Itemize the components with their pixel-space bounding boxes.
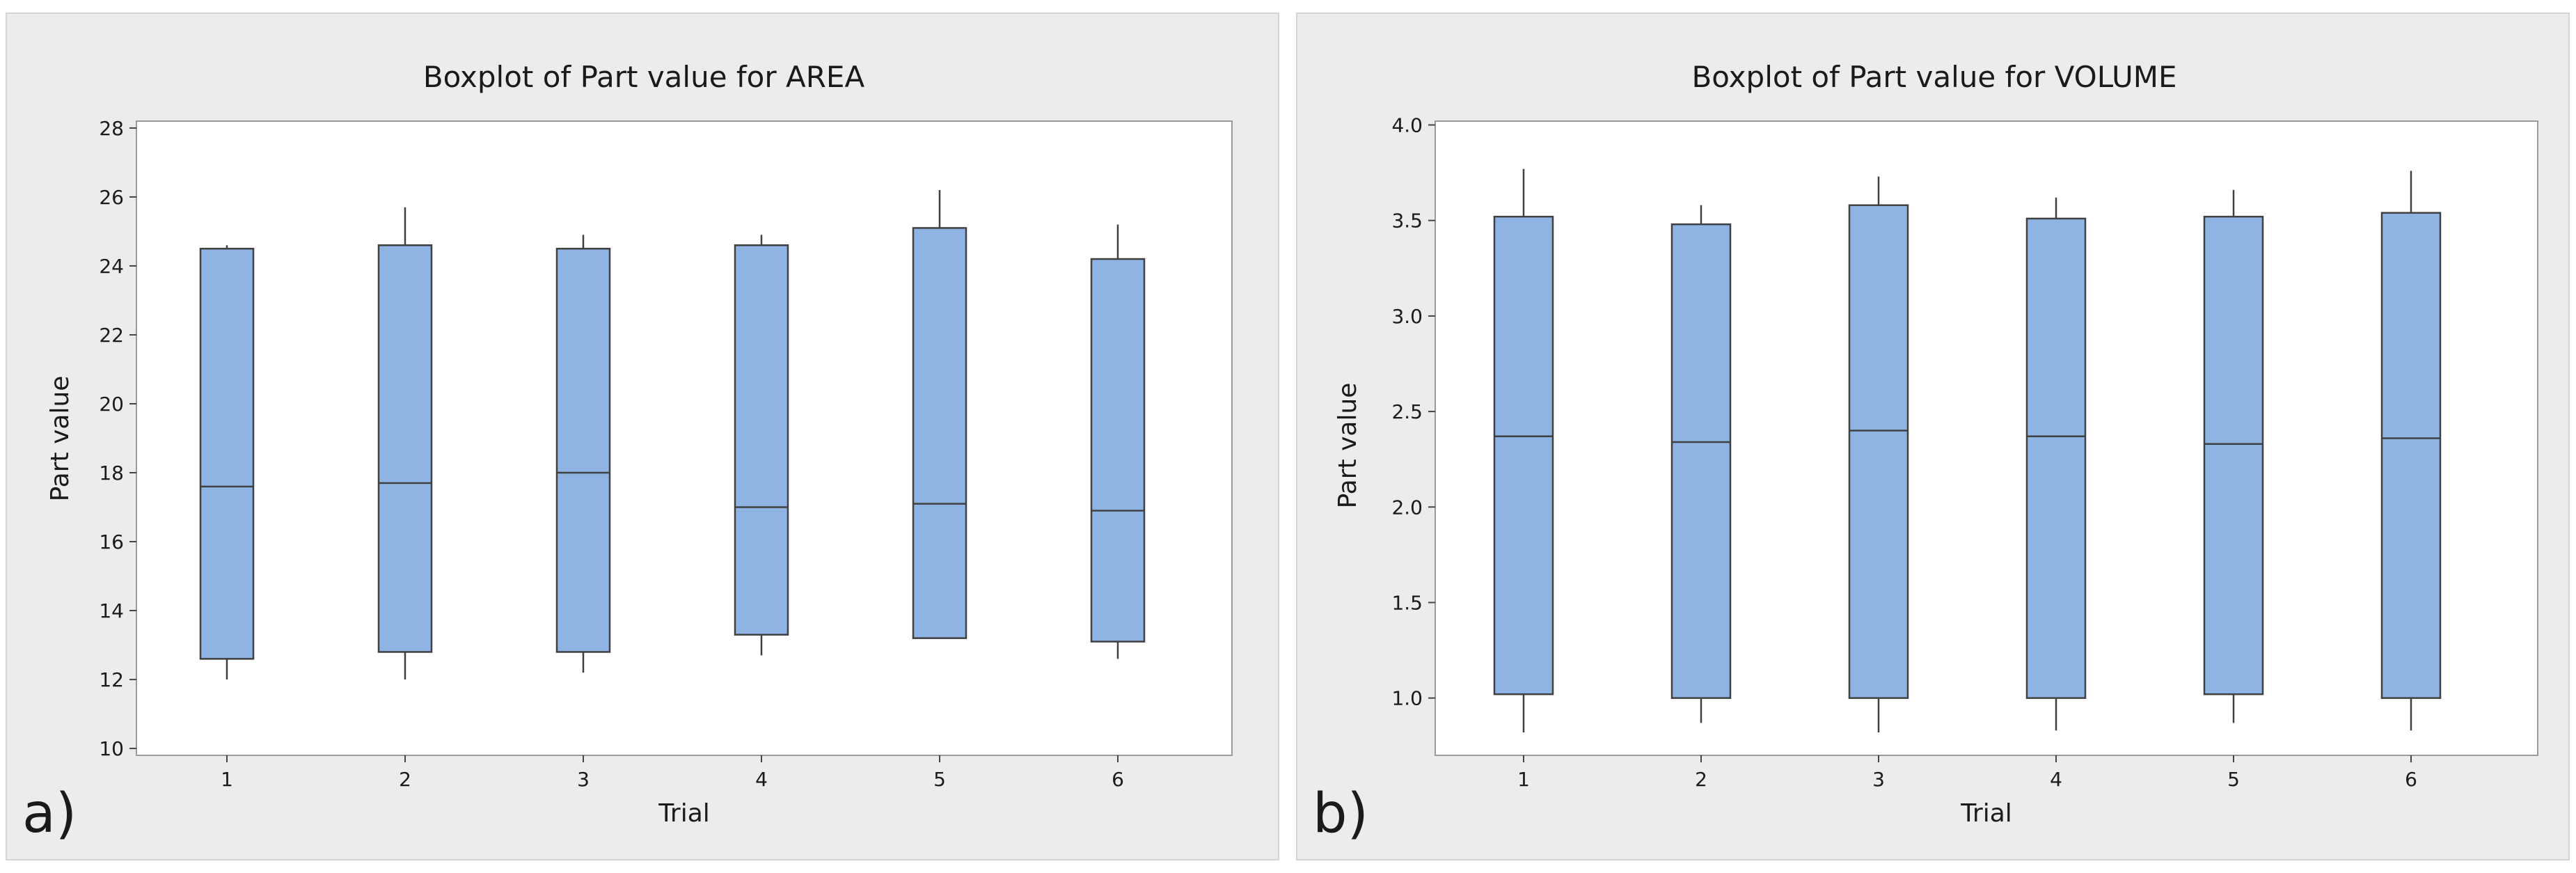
box-trial-3 (555, 235, 611, 673)
area-boxplot-chart: Boxplot of Part value for AREA 101214161… (22, 60, 1233, 845)
y-tick-label: 4.0 (1391, 113, 1423, 136)
iqr-box (912, 227, 967, 639)
y-tick-label: 24 (99, 255, 124, 278)
box-trial-5 (912, 190, 967, 639)
y-tick-label: 14 (99, 599, 124, 622)
x-axis: 1 2 3 4 5 6 (221, 755, 1124, 791)
box-trial-1 (1493, 168, 1554, 733)
y-tick-label: 10 (99, 737, 124, 760)
y-tick-label: 3.5 (1391, 210, 1423, 233)
y-axis-label: Part value (46, 376, 74, 502)
boxes (199, 190, 1146, 680)
box-trial-2 (1670, 205, 1732, 723)
x-axis-label: Trial (658, 799, 710, 828)
x-tick-label: 3 (577, 768, 590, 791)
x-tick-label: 1 (221, 768, 233, 791)
chart-title: Boxplot of Part value for AREA (423, 60, 865, 94)
box-trial-1 (199, 245, 255, 680)
volume-boxplot-chart: Boxplot of Part value for VOLUME 1.0 1.5 2… (1313, 60, 2538, 845)
panel-volume: Boxplot of Part value for VOLUME 1.0 1.5 2… (1296, 13, 2570, 860)
y-axis-label: Part value (1334, 383, 1362, 509)
y-tick-label: 1.0 (1391, 687, 1423, 710)
y-tick-label: 3.0 (1391, 305, 1423, 328)
iqr-box (377, 244, 433, 653)
panel-label: b) (1313, 782, 1368, 845)
box-trial-6 (2380, 171, 2442, 731)
y-axis: 10 12 14 16 18 20 22 24 26 28 (99, 117, 136, 760)
y-tick-label: 12 (99, 668, 124, 691)
iqr-box (1493, 215, 1554, 695)
x-tick-label: 2 (399, 768, 411, 791)
box-trial-4 (2025, 197, 2087, 731)
iqr-box (1848, 204, 1909, 699)
iqr-box (1090, 258, 1146, 643)
y-axis: 1.0 1.5 2.0 2.5 3.0 3.5 4.0 (1391, 113, 1435, 710)
iqr-box (734, 244, 789, 636)
y-tick-label: 28 (99, 117, 124, 140)
y-tick-label: 16 (99, 530, 124, 553)
x-tick-label: 3 (1872, 768, 1885, 791)
y-tick-label: 2.5 (1391, 400, 1423, 423)
x-axis: 1 2 3 4 5 6 (1517, 755, 2417, 791)
x-tick-label: 1 (1517, 768, 1530, 791)
y-tick-label: 20 (99, 393, 124, 416)
box-trial-3 (1848, 176, 1909, 733)
x-tick-label: 4 (755, 768, 768, 791)
iqr-box (199, 247, 255, 660)
y-tick-label: 26 (99, 186, 124, 209)
panel-label: a) (22, 782, 77, 845)
box-trial-5 (2203, 189, 2264, 723)
x-tick-label: 6 (1112, 768, 1124, 791)
y-tick-label: 2.0 (1391, 496, 1423, 519)
panel-area: Boxplot of Part value for AREA 10 12 14 16 1… (6, 13, 1279, 860)
y-tick-label: 1.5 (1391, 591, 1423, 614)
x-tick-label: 5 (2227, 768, 2240, 791)
iqr-box (555, 247, 611, 653)
x-tick-label: 2 (1695, 768, 1707, 791)
iqr-box (1670, 223, 1732, 699)
x-tick-label: 6 (2405, 768, 2417, 791)
x-axis-label: Trial (1960, 799, 2012, 828)
iqr-box (2380, 212, 2442, 699)
box-trial-6 (1090, 224, 1146, 659)
x-tick-label: 5 (933, 768, 946, 791)
boxes (1493, 168, 2442, 733)
x-tick-label: 4 (2050, 768, 2062, 791)
plot-area (136, 120, 1233, 756)
y-tick-label: 22 (99, 324, 124, 347)
plot-area (1435, 120, 2538, 756)
chart-title: Boxplot of Part value for VOLUME (1691, 60, 2176, 94)
iqr-box (2203, 215, 2264, 695)
y-tick-label: 18 (99, 462, 124, 485)
iqr-box (2025, 217, 2087, 699)
box-trial-4 (734, 235, 789, 656)
box-trial-2 (377, 207, 433, 680)
